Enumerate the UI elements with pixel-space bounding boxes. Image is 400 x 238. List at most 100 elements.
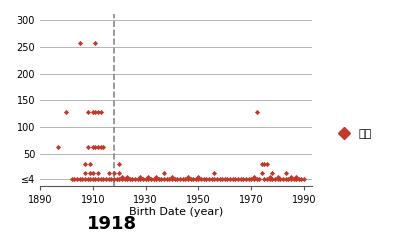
Point xyxy=(251,175,257,179)
Point xyxy=(82,162,88,166)
Point xyxy=(248,177,254,181)
Point xyxy=(150,177,157,181)
Point xyxy=(132,177,138,181)
Point xyxy=(208,177,215,181)
Point xyxy=(224,177,231,181)
Point xyxy=(113,177,120,181)
Point xyxy=(124,177,130,181)
Point xyxy=(264,162,270,166)
Point xyxy=(174,177,180,181)
Point xyxy=(95,171,101,175)
Point xyxy=(266,175,273,179)
Point xyxy=(103,177,109,181)
Point xyxy=(193,177,199,181)
Point xyxy=(169,177,175,181)
X-axis label: Birth Date (year): Birth Date (year) xyxy=(129,208,223,218)
Point xyxy=(169,175,175,179)
Point xyxy=(180,177,186,181)
Point xyxy=(243,177,249,181)
Point xyxy=(111,177,117,181)
Point xyxy=(63,110,70,114)
Point xyxy=(158,177,165,181)
Point xyxy=(84,110,91,114)
Point xyxy=(274,177,281,181)
Point xyxy=(106,171,112,175)
Point xyxy=(232,177,239,181)
Point xyxy=(211,171,218,175)
Point xyxy=(269,177,276,181)
Point xyxy=(256,177,262,181)
Point xyxy=(288,177,294,181)
Point xyxy=(55,145,62,149)
Point xyxy=(253,110,260,114)
Point xyxy=(269,171,276,175)
Point xyxy=(293,175,299,179)
Point xyxy=(119,177,125,181)
Point xyxy=(195,175,202,179)
Point xyxy=(198,177,204,181)
Point xyxy=(153,175,159,179)
Point xyxy=(116,162,122,166)
Point xyxy=(182,177,188,181)
Point xyxy=(301,177,307,181)
Legend: 新型: 新型 xyxy=(328,125,376,144)
Point xyxy=(259,162,265,166)
Point xyxy=(200,177,207,181)
Point xyxy=(68,177,75,181)
Point xyxy=(166,177,172,181)
Point xyxy=(82,177,88,181)
Point xyxy=(288,175,294,179)
Point xyxy=(84,177,91,181)
Point xyxy=(177,177,183,181)
Point xyxy=(219,177,226,181)
Point xyxy=(137,177,144,181)
Point xyxy=(280,177,286,181)
Point xyxy=(116,177,122,181)
Point xyxy=(87,177,93,181)
Point xyxy=(161,177,167,181)
Point xyxy=(137,175,144,179)
Point xyxy=(92,177,99,181)
Point xyxy=(172,177,178,181)
Point xyxy=(251,177,257,181)
Point xyxy=(227,177,233,181)
Point xyxy=(185,175,191,179)
Point xyxy=(222,177,228,181)
Point xyxy=(79,177,86,181)
Point xyxy=(71,177,78,181)
Point xyxy=(246,177,252,181)
Point xyxy=(140,177,146,181)
Point xyxy=(282,177,289,181)
Point xyxy=(126,177,133,181)
Point xyxy=(290,177,297,181)
Point xyxy=(145,175,152,179)
Point xyxy=(156,177,162,181)
Point xyxy=(187,177,194,181)
Point xyxy=(211,177,218,181)
Point xyxy=(90,171,96,175)
Point xyxy=(293,177,299,181)
Point xyxy=(264,177,270,181)
Point xyxy=(119,175,125,179)
Point xyxy=(100,145,106,149)
Text: 1918: 1918 xyxy=(87,215,137,233)
Point xyxy=(129,177,136,181)
Point xyxy=(230,177,236,181)
Point xyxy=(84,145,91,149)
Point xyxy=(92,110,99,114)
Point xyxy=(261,162,268,166)
Point xyxy=(253,177,260,181)
Point xyxy=(203,177,210,181)
Point xyxy=(238,177,244,181)
Point xyxy=(190,177,196,181)
Point xyxy=(90,177,96,181)
Point xyxy=(76,41,83,45)
Point xyxy=(261,177,268,181)
Point xyxy=(111,171,117,175)
Point xyxy=(153,177,159,181)
Point xyxy=(134,177,141,181)
Point xyxy=(274,175,281,179)
Point xyxy=(90,110,96,114)
Point xyxy=(108,177,114,181)
Point xyxy=(282,171,289,175)
